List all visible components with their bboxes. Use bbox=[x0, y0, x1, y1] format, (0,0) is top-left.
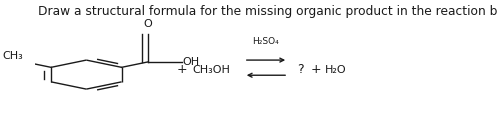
Text: Draw a structural formula for the missing organic product in the reaction below.: Draw a structural formula for the missin… bbox=[38, 5, 498, 18]
Text: CH₃: CH₃ bbox=[2, 51, 23, 61]
Text: ?: ? bbox=[297, 63, 304, 76]
Text: +: + bbox=[177, 63, 187, 76]
Text: CH₃OH: CH₃OH bbox=[193, 64, 231, 75]
Text: H₂O: H₂O bbox=[325, 64, 347, 75]
Text: H₂SO₄: H₂SO₄ bbox=[252, 37, 279, 46]
Text: O: O bbox=[143, 19, 152, 29]
Text: OH: OH bbox=[183, 57, 200, 67]
Text: +: + bbox=[311, 63, 322, 76]
